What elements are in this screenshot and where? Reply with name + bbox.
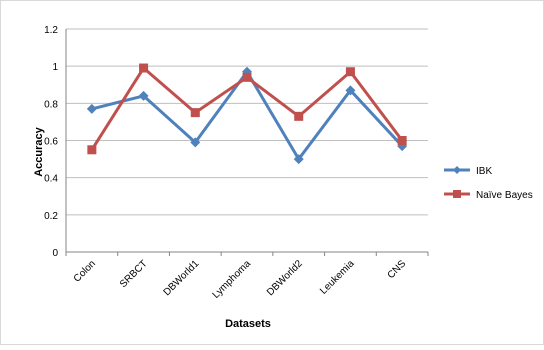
data-point [87, 145, 97, 155]
data-point [138, 90, 149, 101]
data-point [242, 72, 252, 82]
data-point [397, 136, 407, 145]
data-point [293, 154, 304, 165]
legend-marker [453, 166, 461, 174]
y-axis-label: Accuracy [33, 126, 45, 176]
legend-marker [453, 190, 461, 198]
series [86, 63, 408, 165]
gridlines [66, 28, 428, 216]
data-point [345, 67, 355, 77]
y-tick-label: 1 [52, 62, 58, 73]
data-point [294, 111, 304, 121]
legend-label: IBK [476, 166, 492, 177]
data-point [190, 137, 201, 148]
legend-label: Naïve Bayes [476, 190, 533, 201]
x-axis-label: Datasets [225, 318, 271, 330]
y-tick-label: 1.2 [44, 25, 58, 36]
y-tick-label: 0.2 [44, 211, 58, 222]
y-tick-label: 0.6 [44, 137, 58, 148]
data-point [345, 85, 356, 96]
data-point [190, 108, 200, 118]
y-tick-label: 0.8 [44, 99, 58, 110]
data-point [86, 103, 97, 114]
legend: IBK Naïve Bayes [444, 166, 533, 201]
data-point [139, 63, 149, 73]
y-tick-label: 0.4 [44, 174, 58, 185]
y-tick-label: 0 [52, 248, 58, 259]
